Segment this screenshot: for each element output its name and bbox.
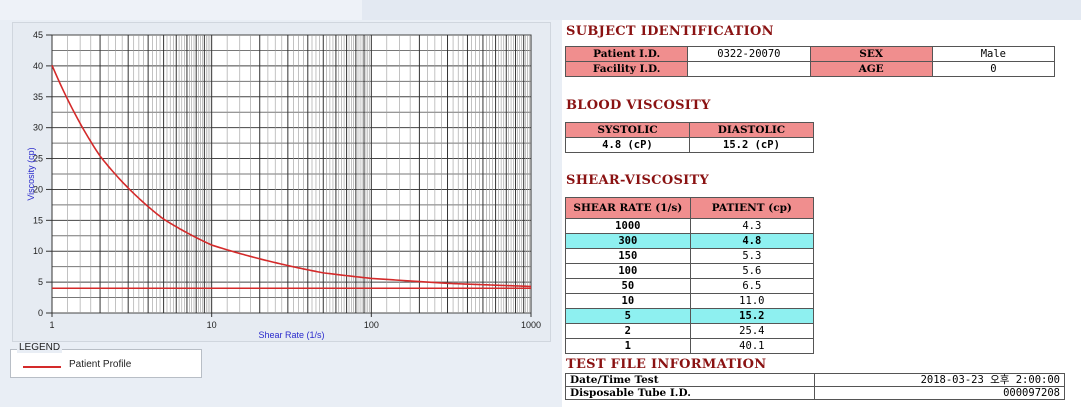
patient-id-label: Patient I.D. (564, 46, 689, 62)
subject-table: Patient I.D. 0322-20070 SEX Male Facilit… (564, 46, 1056, 77)
y-tick-label: 40 (33, 61, 43, 71)
shear-rate-cell: 50 (565, 278, 691, 294)
top-bar-left (0, 0, 362, 20)
legend-title: LEGEND (17, 342, 63, 353)
viscosity-chart: 0 5 10 15 20 25 30 35 40 45 1 10 100 1000 Shear Rate (… (26, 30, 541, 340)
datetime-value: 2018-03-23 오후 2:00:00 (814, 373, 1065, 387)
test-file-heading: TEST FILE INFORMATION (566, 357, 767, 372)
facility-id-value (687, 61, 811, 77)
chart-panel: 0 5 10 15 20 25 30 35 40 45 1 10 100 1000 Shear Rate (… (12, 22, 551, 342)
tube-id-label: Disposable Tube I.D. (565, 386, 815, 400)
series-line (51, 64, 532, 288)
diastolic-value: 15.2 (cP) (688, 137, 815, 153)
x-tick-label: 10 (207, 320, 217, 330)
patient-value-cell: 5.3 (689, 248, 815, 264)
shear-rate-cell: 300 (565, 233, 691, 249)
x-tick-label: 1 (49, 320, 54, 330)
facility-id-label: Facility I.D. (564, 61, 689, 77)
report-panel: SUBJECT IDENTIFICATION Patient I.D. 0322… (562, 20, 1081, 407)
patient-value-cell: 4.8 (689, 233, 815, 249)
patient-value-cell: 15.2 (689, 308, 815, 324)
table-row: 2 25.4 (565, 323, 815, 339)
shear-rate-cell: 1000 (565, 218, 691, 234)
y-tick-label: 25 (33, 154, 43, 164)
x-axis-label: Shear Rate (1/s) (258, 330, 324, 340)
patient-value-cell: 25.4 (689, 323, 815, 339)
top-bar (0, 0, 1081, 20)
shear-rate-cell: 1 (565, 338, 691, 354)
table-row: 10 11.0 (565, 293, 815, 309)
y-tick-label: 10 (33, 246, 43, 256)
patient-id-value: 0322-20070 (687, 46, 811, 62)
shear-rate-cell: 5 (565, 308, 691, 324)
y-axis-label: Viscosity (cp) (26, 147, 36, 200)
table-row: 1000 4.3 (565, 218, 815, 234)
tube-id-value: 000097208 (814, 386, 1065, 400)
shear-rate-cell: 10 (565, 293, 691, 309)
shear-rate-header: SHEAR RATE (1/s) (565, 197, 691, 219)
systolic-value: 4.8 (cP) (565, 137, 690, 153)
x-tick-label: 1000 (521, 320, 541, 330)
table-row: 50 6.5 (565, 278, 815, 294)
shear-rate-cell: 2 (565, 323, 691, 339)
age-label: AGE (809, 61, 933, 77)
table-row: 5 15.2 (565, 308, 815, 324)
subject-heading: SUBJECT IDENTIFICATION (566, 24, 774, 39)
y-tick-label: 30 (33, 123, 43, 133)
datetime-label: Date/Time Test (565, 373, 815, 387)
blood-viscosity-heading: BLOOD VISCOSITY (566, 98, 711, 113)
table-row: 300 4.8 (565, 233, 815, 249)
legend-swatch (23, 366, 61, 368)
sex-label: SEX (809, 46, 933, 62)
x-tick-label: 100 (364, 320, 379, 330)
legend-box: LEGEND Patient Profile (10, 342, 202, 378)
y-tick-label: 20 (33, 184, 43, 194)
shear-viscosity-table: SHEAR RATE (1/s) PATIENT (cp) 1000 4.3 300… (565, 197, 815, 354)
y-tick-label: 0 (38, 308, 43, 318)
blood-viscosity-table: SYSTOLIC DIASTOLIC 4.8 (cP) 15.2 (cP) (565, 122, 815, 153)
table-row: 100 5.6 (565, 263, 815, 279)
diastolic-label: DIASTOLIC (688, 122, 815, 138)
patient-value-cell: 40.1 (689, 338, 815, 354)
y-tick-label: 15 (33, 215, 43, 225)
patient-value-cell: 11.0 (689, 293, 815, 309)
patient-header: PATIENT (cp) (689, 197, 815, 219)
test-file-table: Date/Time Test 2018-03-23 오후 2:00:00 Dis… (565, 373, 1065, 400)
systolic-label: SYSTOLIC (565, 122, 690, 138)
patient-value-cell: 6.5 (689, 278, 815, 294)
y-tick-label: 5 (38, 277, 43, 287)
patient-value-cell: 5.6 (689, 263, 815, 279)
y-tick-label: 35 (33, 92, 43, 102)
legend-label: Patient Profile (69, 359, 132, 370)
shear-viscosity-heading: SHEAR-VISCOSITY (566, 173, 710, 188)
table-row: 1 40.1 (565, 338, 815, 354)
y-tick-label: 45 (33, 30, 43, 40)
sex-value: Male (931, 46, 1056, 62)
age-value: 0 (931, 61, 1056, 77)
shear-rate-cell: 150 (565, 248, 691, 264)
patient-value-cell: 4.3 (689, 218, 815, 234)
shear-rate-cell: 100 (565, 263, 691, 279)
table-row: 150 5.3 (565, 248, 815, 264)
